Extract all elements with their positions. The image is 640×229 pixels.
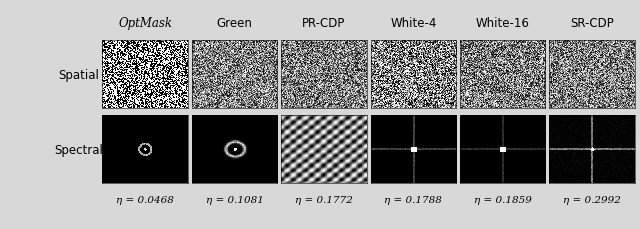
Text: SR-CDP: SR-CDP <box>570 17 614 30</box>
Text: Green: Green <box>216 17 253 30</box>
Text: η = 0.1859: η = 0.1859 <box>474 195 532 204</box>
Text: η = 0.0468: η = 0.0468 <box>116 195 174 204</box>
Text: η = 0.2992: η = 0.2992 <box>563 195 621 204</box>
Text: η = 0.1788: η = 0.1788 <box>385 195 442 204</box>
Text: White-16: White-16 <box>476 17 530 30</box>
Text: OptMask: OptMask <box>118 17 172 30</box>
Text: PR-CDP: PR-CDP <box>302 17 346 30</box>
Text: White-4: White-4 <box>390 17 436 30</box>
Text: η = 0.1772: η = 0.1772 <box>295 195 353 204</box>
Text: Spatial: Spatial <box>58 68 99 82</box>
Text: η = 0.1081: η = 0.1081 <box>205 195 264 204</box>
Text: Spectral: Spectral <box>54 143 103 156</box>
